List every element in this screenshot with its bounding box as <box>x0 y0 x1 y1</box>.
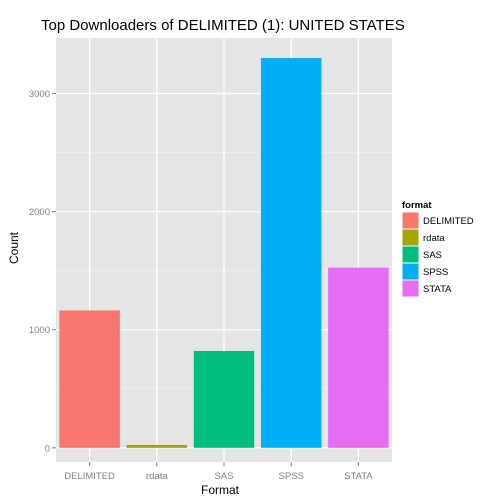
bar-spss <box>260 58 322 448</box>
x-tick-label: DELIMITED <box>64 471 115 482</box>
y-tick-label: 0 <box>45 443 50 454</box>
x-tick-label: SPSS <box>279 471 304 482</box>
plot-area: 0 1000 2000 3000 DELIMITED rdata SAS SPSS STATA <box>29 38 392 482</box>
bar-rdata <box>126 444 188 448</box>
chart-title: Top Downloaders of DELIMITED (1): UNITED… <box>41 17 405 34</box>
legend-title: format <box>402 200 432 211</box>
bar-delimited <box>59 310 120 448</box>
legend-swatch-sas <box>402 246 419 263</box>
legend-label: DELIMITED <box>423 216 474 227</box>
y-axis-title: Count <box>7 231 21 264</box>
legend-label: rdata <box>423 233 445 244</box>
x-tick-label: rdata <box>146 471 168 482</box>
legend-label: SAS <box>423 250 442 261</box>
legend-swatch-rdata <box>402 229 419 246</box>
legend-label: SPSS <box>423 267 448 278</box>
legend-swatch-stata <box>402 280 419 297</box>
bar-sas <box>193 350 255 448</box>
x-tick-label: STATA <box>344 471 373 482</box>
legend-label: STATA <box>423 284 452 295</box>
y-tick-label: 3000 <box>29 89 50 100</box>
legend: format DELIMITED rdata SAS SPSS STATA <box>401 200 474 298</box>
y-tick-label: 2000 <box>29 207 50 218</box>
legend-swatch-delimited <box>402 212 419 229</box>
legend-swatch-spss <box>402 263 419 280</box>
y-tick-label: 1000 <box>29 325 50 336</box>
bar-stata <box>328 267 389 448</box>
x-axis-title: Format <box>201 483 240 497</box>
x-tick-label: SAS <box>214 471 233 482</box>
